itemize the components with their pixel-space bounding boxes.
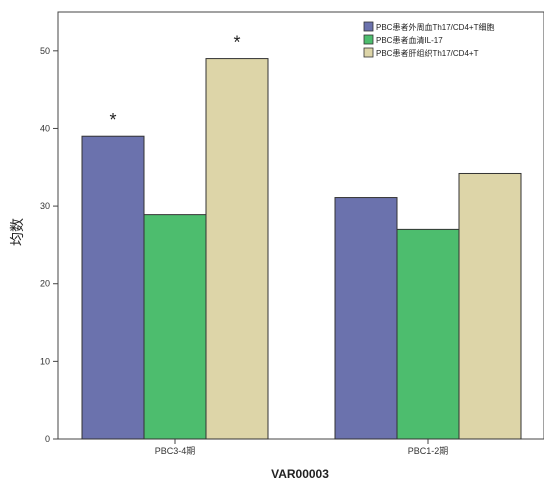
axes: 0 10 20 30 40 50 PBC3-4期 PBC1-2期: [40, 11, 544, 456]
y-tick-label: 40: [40, 123, 50, 133]
y-tick-label: 0: [45, 434, 50, 444]
legend-swatch: [363, 47, 374, 58]
legend-label: PBC患者血清IL-17: [376, 35, 443, 45]
annotations: **: [109, 33, 240, 131]
legend-swatch: [363, 21, 374, 32]
bar: [81, 135, 145, 440]
bar: [396, 228, 460, 440]
significance-marker: *: [233, 33, 240, 53]
bar: [334, 197, 398, 440]
legend: PBC患者外周血Th17/CD4+T细胞 PBC患者血清IL-17 PBC患者肝组织…: [363, 21, 494, 58]
y-tick-label: 50: [40, 46, 50, 56]
x-axis-title: VAR00003: [271, 467, 329, 481]
y-axis-title: 均数: [9, 218, 25, 246]
bar: [143, 214, 207, 440]
x-tick-label: PBC1-2期: [408, 446, 449, 456]
legend-swatch: [363, 34, 374, 45]
y-tick-label: 20: [40, 279, 50, 289]
plot-frame: [57, 11, 544, 440]
y-tick-label: 30: [40, 201, 50, 211]
legend-label: PBC患者肝组织Th17/CD4+T: [376, 48, 479, 58]
bar: [205, 58, 269, 440]
legend-label: PBC患者外周血Th17/CD4+T细胞: [376, 22, 494, 32]
bars: [81, 58, 522, 440]
significance-marker: *: [109, 110, 116, 130]
x-tick-label: PBC3-4期: [155, 446, 196, 456]
y-tick-label: 10: [40, 356, 50, 366]
bar: [458, 172, 522, 440]
